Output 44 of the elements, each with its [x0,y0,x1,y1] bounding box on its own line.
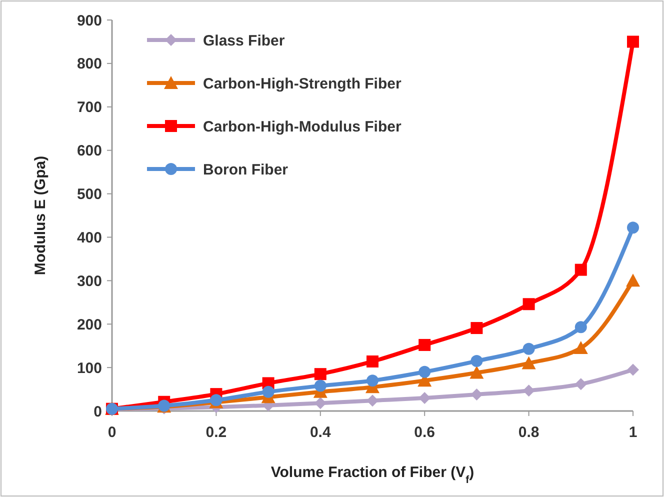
point [627,222,639,234]
point [574,264,587,276]
point [418,366,431,378]
x-tick-label: 0.4 [310,424,332,441]
y-tick-label: 200 [76,316,102,334]
y-tick-label: 900 [76,12,102,30]
point [522,342,535,355]
point [262,386,274,398]
point [574,341,588,354]
y-tick-label: 400 [76,229,102,246]
point [366,374,378,387]
point [574,378,587,390]
legend-label: Glass Fiber [203,32,285,50]
legend-label: Carbon-High-Modulus Fiber [203,118,402,136]
x-tick-label: 0.8 [518,424,540,441]
y-tick-label: 500 [76,186,102,204]
point [366,394,378,407]
point [418,338,431,351]
point [470,322,483,334]
point [522,298,535,310]
x-axis-title: Volume Fraction of Fiber (V$_{f}$) [270,464,474,486]
y-tick-label: 0 [94,403,102,420]
point [470,355,483,368]
x-tick-label: 0 [108,424,116,441]
x-tick-label: 1 [628,424,638,441]
legend-label: Boron Fiber [203,161,288,178]
point [366,355,378,368]
legend-label: Carbon-High-Strength Fiber [203,75,402,92]
point [470,366,484,379]
point [574,321,587,334]
y-tick-label: 300 [76,272,102,290]
y-tick-label: 600 [76,142,102,160]
y-tick-label: 100 [76,360,102,377]
x-tick-label: 0.2 [206,424,227,441]
point [314,368,326,380]
y-tick-label: 700 [76,99,102,116]
y-tick-label: 800 [76,56,102,73]
point [626,274,640,287]
point [314,380,326,392]
point [627,36,639,48]
point [627,364,639,376]
point [522,356,536,370]
y-axis-title: Modulus E (Gpa) [32,156,49,276]
x-tick-label: 0.6 [414,424,436,441]
